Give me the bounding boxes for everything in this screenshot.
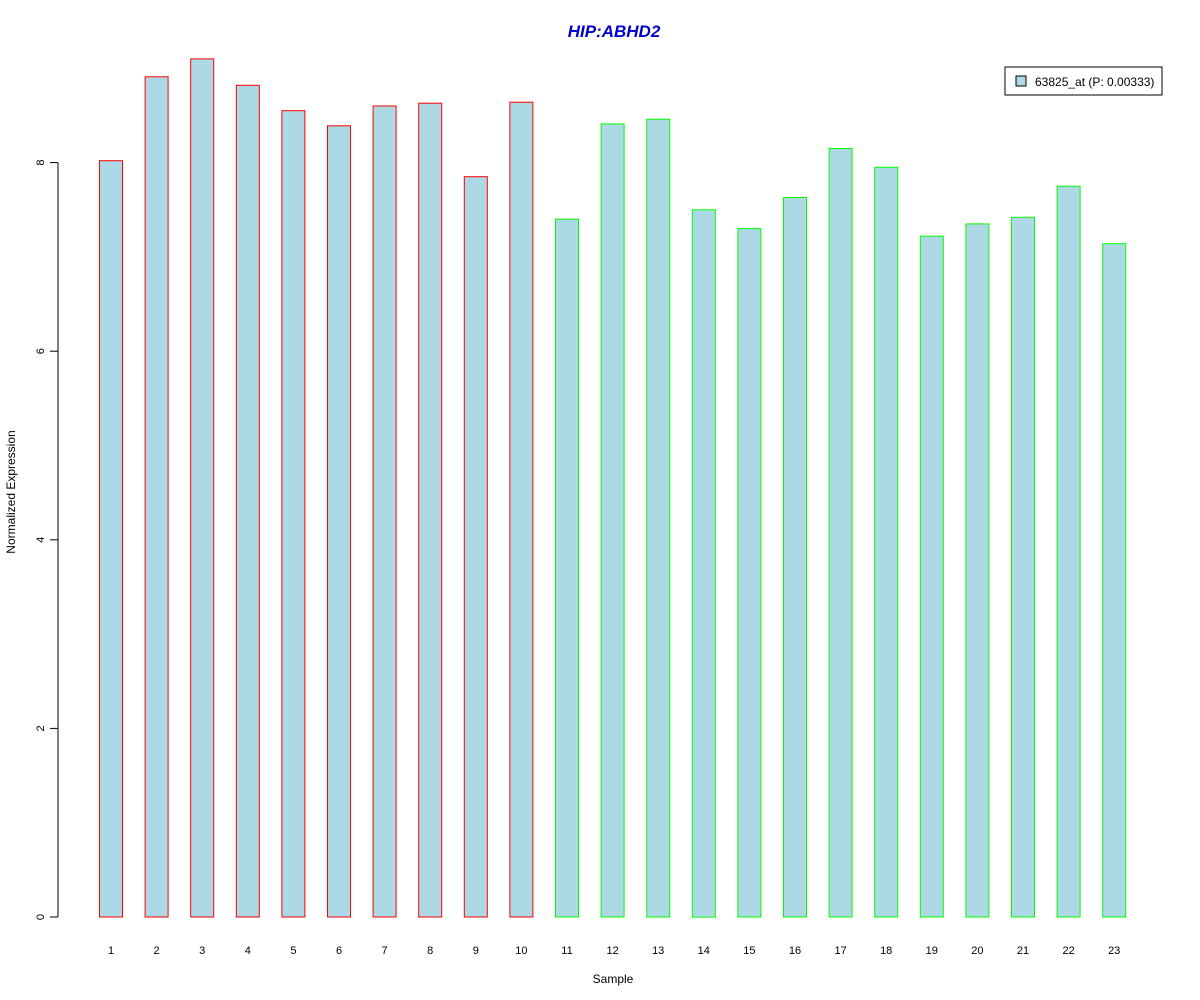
bar-sample-16 <box>783 197 807 918</box>
legend: 63825_at (P: 0.00333) <box>1004 66 1163 96</box>
bar-sample-18 <box>874 166 899 918</box>
bar-sample-12 <box>600 123 625 918</box>
bar-sample-13 <box>646 118 671 918</box>
bar-sample-19 <box>919 235 944 918</box>
y-tick-label: 8 <box>35 160 47 166</box>
x-tick-label: 17 <box>834 945 846 957</box>
x-tick-label: 23 <box>1108 945 1120 957</box>
x-tick-label: 22 <box>1062 945 1074 957</box>
bar-sample-8 <box>418 102 443 918</box>
y-tick-label: 0 <box>35 914 47 920</box>
x-tick-label: 11 <box>561 945 572 957</box>
bar-sample-11 <box>555 218 579 918</box>
x-tick-label: 18 <box>880 945 892 957</box>
x-tick-label: 15 <box>743 945 755 957</box>
x-tick-label: 19 <box>926 945 938 957</box>
x-tick-label: 14 <box>698 945 710 957</box>
bar-sample-7 <box>372 105 397 918</box>
bar-sample-3 <box>190 58 215 918</box>
bar-sample-22 <box>1056 185 1081 918</box>
bar-sample-1 <box>99 160 123 918</box>
legend-box <box>1004 66 1163 96</box>
x-tick-label: 20 <box>971 945 983 957</box>
bar-sample-17 <box>828 148 853 918</box>
y-axis-label: Normalized Expression <box>4 430 18 553</box>
bar-sample-4 <box>235 84 260 918</box>
bar-sample-6 <box>327 125 351 918</box>
x-tick-label: 7 <box>382 945 388 957</box>
chart-title: HIP:ABHD2 <box>568 22 661 41</box>
x-tick-label: 2 <box>154 945 160 957</box>
x-tick-label: 9 <box>473 945 479 957</box>
y-tick-label: 6 <box>35 348 47 354</box>
x-axis-label: Sample <box>593 972 634 986</box>
y-tick-label: 2 <box>35 725 47 731</box>
x-tick-label: 5 <box>290 945 296 957</box>
bar-sample-21 <box>1011 216 1035 918</box>
x-tick-label: 4 <box>245 945 251 957</box>
bar-sample-20 <box>965 223 990 918</box>
bar-sample-14 <box>691 209 716 918</box>
bar-sample-15 <box>737 228 762 918</box>
x-tick-labels: 1 2 3 4 5 6 7 8 9 10 11 12 13 14 15 16 17 18 19 20 21 22 23 <box>108 945 1120 957</box>
x-tick-label: 8 <box>427 945 433 957</box>
x-tick-label: 12 <box>606 945 618 957</box>
legend-swatch <box>1015 75 1027 87</box>
bar-sample-10 <box>509 101 534 918</box>
x-tick-label: 3 <box>199 945 205 957</box>
y-axis: 0 2 4 6 8 <box>35 160 59 920</box>
bars <box>99 58 1127 918</box>
x-tick-label: 13 <box>652 945 664 957</box>
legend-entry-label: 63825_at (P: 0.00333) <box>1035 75 1154 89</box>
x-tick-label: 10 <box>515 945 527 957</box>
x-tick-label: 1 <box>108 945 114 957</box>
bar-sample-2 <box>144 76 169 918</box>
x-tick-label: 6 <box>336 945 342 957</box>
bar-sample-5 <box>281 110 306 918</box>
bar-sample-9 <box>463 176 488 918</box>
bar-sample-23 <box>1102 243 1127 918</box>
y-tick-label: 4 <box>35 537 47 543</box>
x-tick-label: 21 <box>1017 945 1029 957</box>
x-tick-label: 16 <box>789 945 801 957</box>
